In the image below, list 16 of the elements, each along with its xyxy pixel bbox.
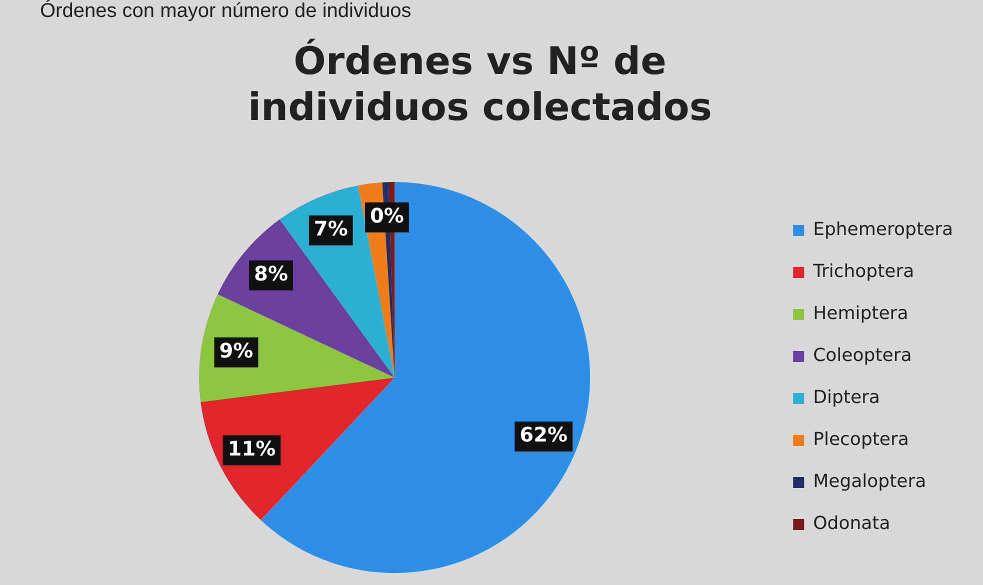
data-label: 9% [219, 338, 254, 363]
legend-label: Plecoptera [813, 429, 909, 450]
text: Órdenes con mayor número de individuos [40, 0, 412, 23]
data-label: 0% [370, 204, 404, 228]
data-label: 8% [254, 262, 288, 286]
legend-label: Diptera [813, 387, 880, 408]
legend-label: Megaloptera [813, 471, 926, 492]
legend-label: Trichoptera [812, 261, 914, 282]
data-label: 11% [228, 436, 276, 460]
legend-label: Coleoptera [813, 345, 912, 366]
legend-label: Odonata [813, 513, 890, 534]
data-label: 62% [520, 422, 568, 447]
chart-title: Órdenes vs Nº de individuos colectados [247, 38, 713, 130]
data-label: 7% [314, 216, 348, 241]
legend-label: Ephemeroptera [813, 219, 954, 240]
legend-label: Hemiptera [813, 303, 908, 324]
